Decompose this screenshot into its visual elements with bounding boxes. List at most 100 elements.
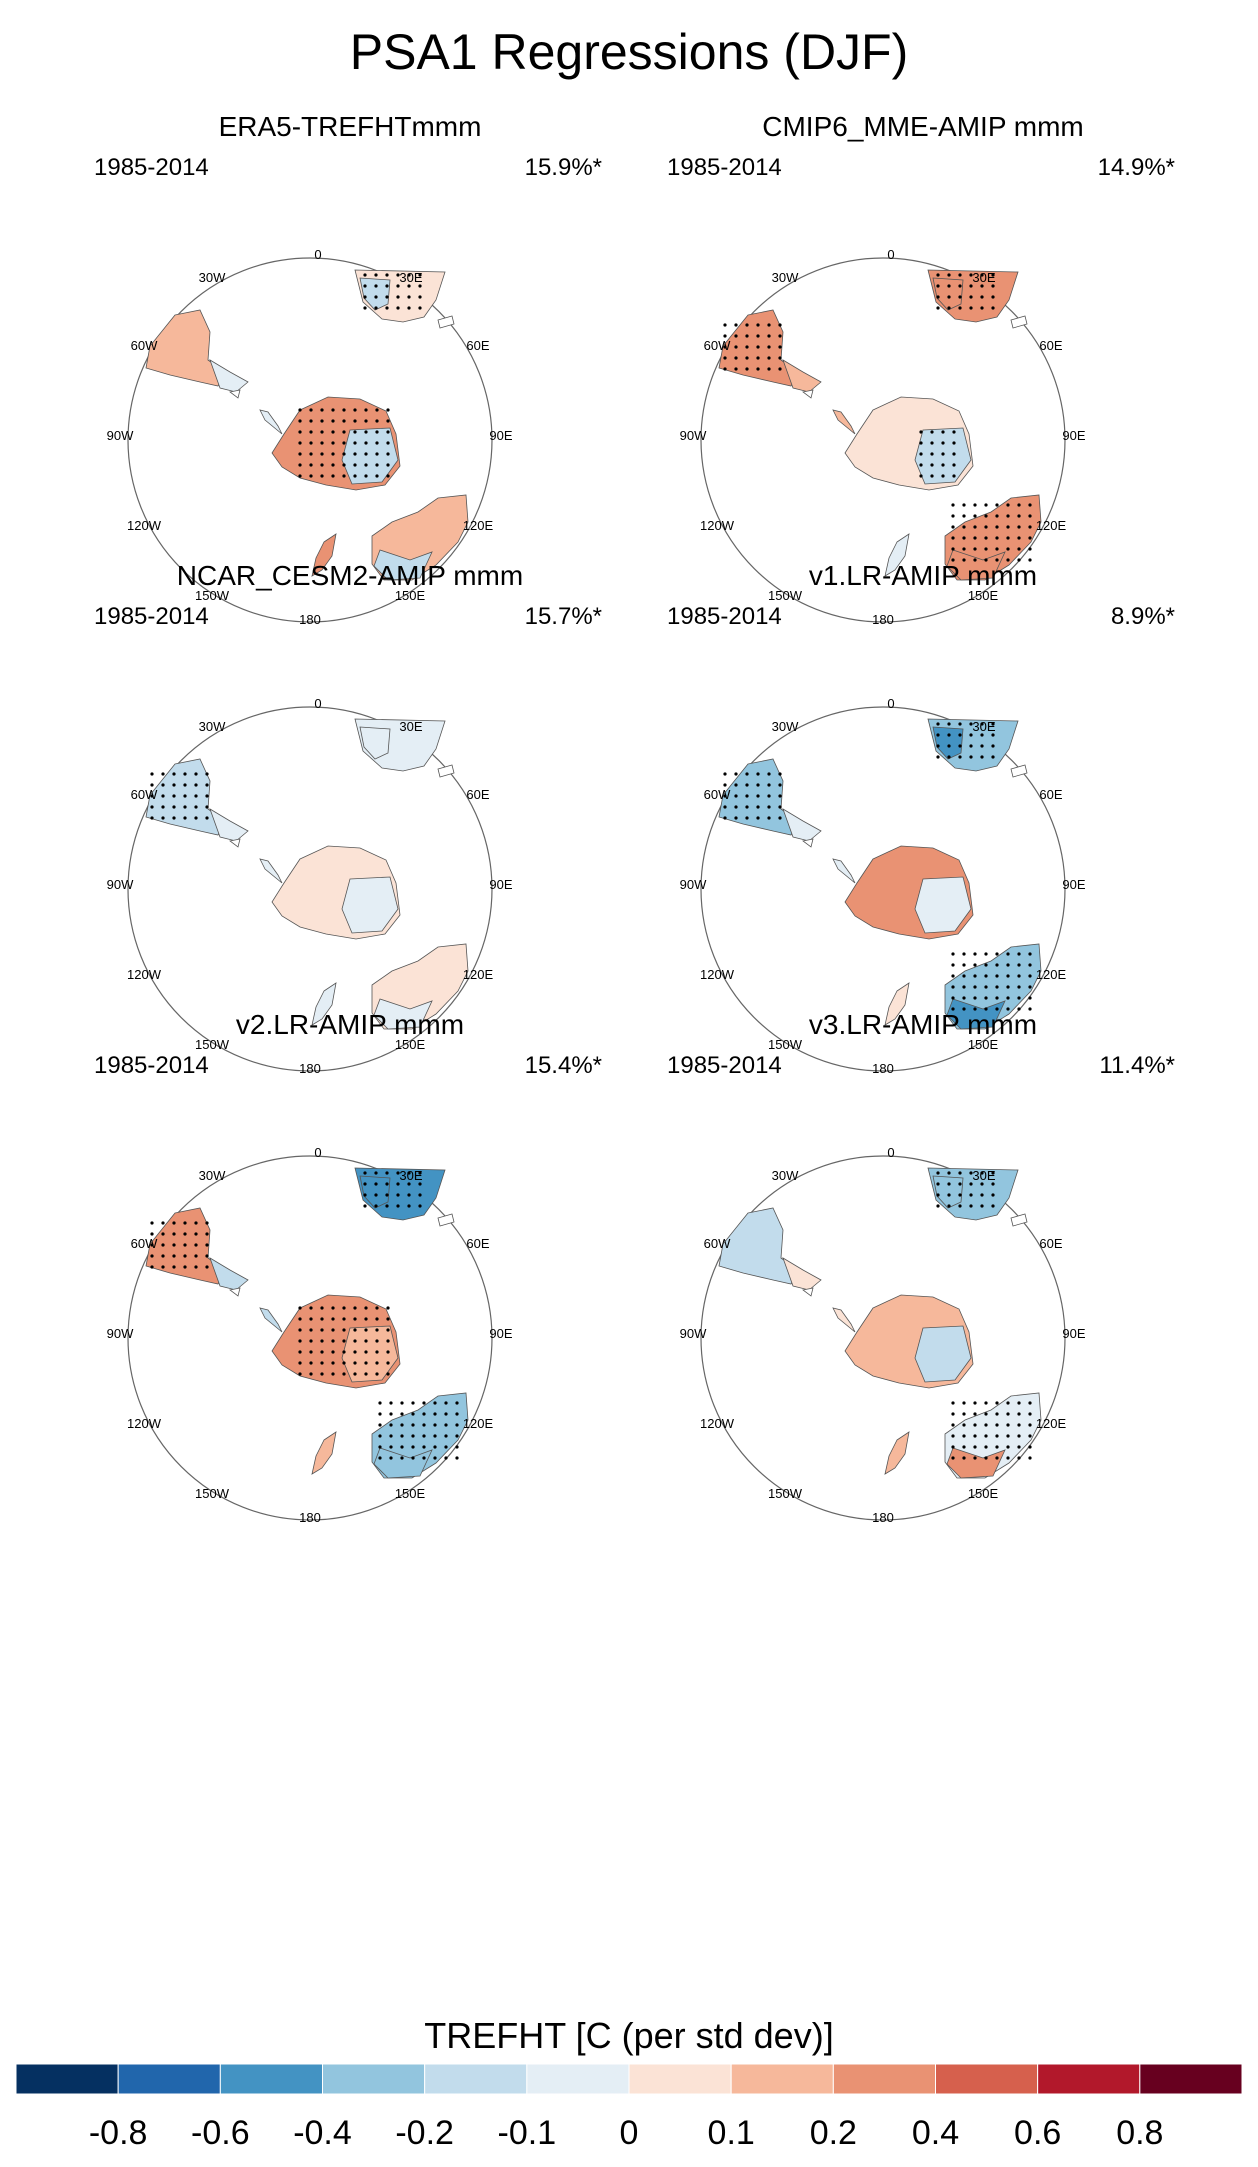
- region-nz: [311, 982, 337, 1026]
- stipple-dot: [161, 794, 165, 798]
- lon-label: 60W: [704, 1236, 731, 1251]
- stipple-dot: [342, 1306, 346, 1310]
- stipple-dot: [411, 1412, 415, 1416]
- stipple-dot: [342, 1328, 346, 1332]
- stipple-dot: [396, 1204, 400, 1208]
- lon-label: 150E: [395, 1486, 426, 1501]
- stipple-dot: [194, 816, 198, 820]
- stipple-dot: [418, 1182, 422, 1186]
- stipple-dot: [320, 1306, 324, 1310]
- stipple-dot: [150, 1265, 154, 1269]
- colorbar-tick-label: -0.8: [89, 2114, 148, 2152]
- stipple-dot: [962, 525, 966, 529]
- region-nz: [311, 533, 337, 577]
- map-panel-v1lr: 0 30E 60E 90E 120E 150E 180 150W 120W 90W 60W 30W v1…: [633, 559, 1213, 1139]
- stipple-dot: [309, 430, 313, 434]
- region-ant_e: [914, 1325, 972, 1383]
- stipple-dot: [331, 1350, 335, 1354]
- stipple-dot: [364, 463, 368, 467]
- stipple-dot: [418, 284, 422, 288]
- stipple-dot: [205, 1265, 209, 1269]
- stipple-dot: [723, 783, 727, 787]
- stipple-dot: [723, 334, 727, 338]
- stipple-dot: [958, 755, 962, 759]
- stipple-dot: [385, 306, 389, 310]
- region-nz: [884, 1431, 910, 1475]
- period-label: 1985-2014: [667, 603, 782, 630]
- stipple-dot: [386, 419, 390, 423]
- lon-label: 150E: [968, 1486, 999, 1501]
- stipple-dot: [298, 1361, 302, 1365]
- stipple-dot: [995, 536, 999, 540]
- stipple-dot: [947, 1193, 951, 1197]
- stipple-dot: [951, 952, 955, 956]
- panel-title: v1.LR-AMIP mmm: [808, 560, 1038, 591]
- stipple-dot: [418, 295, 422, 299]
- stipple-dot: [342, 474, 346, 478]
- stipple-dot: [951, 996, 955, 1000]
- stipple-dot: [980, 744, 984, 748]
- stipple-dot: [375, 452, 379, 456]
- stipple-dot: [951, 1401, 955, 1405]
- stipple-dot: [951, 963, 955, 967]
- stipple-dot: [364, 419, 368, 423]
- stipple-dot: [756, 816, 760, 820]
- stipple-dot: [396, 273, 400, 277]
- stipple-dot: [962, 1423, 966, 1427]
- stipple-dot: [995, 1423, 999, 1427]
- stipple-dot: [331, 1328, 335, 1332]
- region-peninsula: [259, 409, 283, 435]
- stipple-dot: [396, 1193, 400, 1197]
- stipple-dot: [1006, 1445, 1010, 1449]
- stipple-dot: [389, 1401, 393, 1405]
- stipple-dot: [374, 1182, 378, 1186]
- lon-label: 120E: [1036, 1416, 1067, 1431]
- stipple-dot: [1028, 974, 1032, 978]
- stipple-dot: [962, 547, 966, 551]
- stipple-dot: [984, 1401, 988, 1405]
- stipple-dot: [1028, 536, 1032, 540]
- region-nz: [311, 1431, 337, 1475]
- stipple-dot: [962, 985, 966, 989]
- stipple-dot: [973, 952, 977, 956]
- stipple-dot: [183, 1232, 187, 1236]
- stipple-dot: [386, 1306, 390, 1310]
- stipple-dot: [991, 273, 995, 277]
- stipple-dot: [389, 1456, 393, 1460]
- stipple-dot: [320, 1339, 324, 1343]
- polar-map: 0 30E 60E 90E 120E 150E 180 150W 120W 90W 60W 30W: [107, 1145, 513, 1525]
- variance-label: 14.9%*: [1097, 154, 1175, 181]
- region-safrica_n: [359, 277, 391, 311]
- stipple-dot: [433, 1445, 437, 1449]
- stipple-dot: [936, 284, 940, 288]
- stipple-dot: [1017, 503, 1021, 507]
- stipple-dot: [407, 1171, 411, 1175]
- stipple-dot: [375, 1339, 379, 1343]
- stipple-dot: [991, 755, 995, 759]
- stipple-dot: [951, 974, 955, 978]
- polar-map: 0 30E 60E 90E 120E 150E 180 150W 120W 90W 60W 30W: [107, 247, 513, 627]
- stipple-dot: [309, 1350, 313, 1354]
- stipple-dot: [444, 1401, 448, 1405]
- stipple-dot: [973, 963, 977, 967]
- stipple-dot: [962, 1007, 966, 1011]
- map-panel-cmip6: 0 30E 60E 90E 120E 150E 180 150W 120W 90W 60W 30W CM…: [633, 110, 1213, 690]
- lon-label: 0: [314, 696, 321, 711]
- variance-label: 15.9%*: [524, 154, 602, 181]
- lon-label: 30W: [199, 270, 226, 285]
- stipple-dot: [396, 1182, 400, 1186]
- stipple-dot: [331, 1361, 335, 1365]
- stipple-dot: [342, 408, 346, 412]
- stipple-dot: [396, 306, 400, 310]
- stipple-dot: [962, 536, 966, 540]
- lon-label: 60W: [131, 338, 158, 353]
- stipple-dot: [767, 783, 771, 787]
- stipple-dot: [734, 367, 738, 371]
- stipple-dot: [1017, 963, 1021, 967]
- colorbar-box: [628, 2064, 732, 2095]
- polar-map: 0 30E 60E 90E 120E 150E 180 150W 120W 90W 60W 30W: [680, 696, 1086, 1076]
- stipple-dot: [1006, 503, 1010, 507]
- colorbar-tick-label: 0: [620, 2114, 639, 2152]
- stipple-dot: [984, 514, 988, 518]
- stipple-dot: [936, 744, 940, 748]
